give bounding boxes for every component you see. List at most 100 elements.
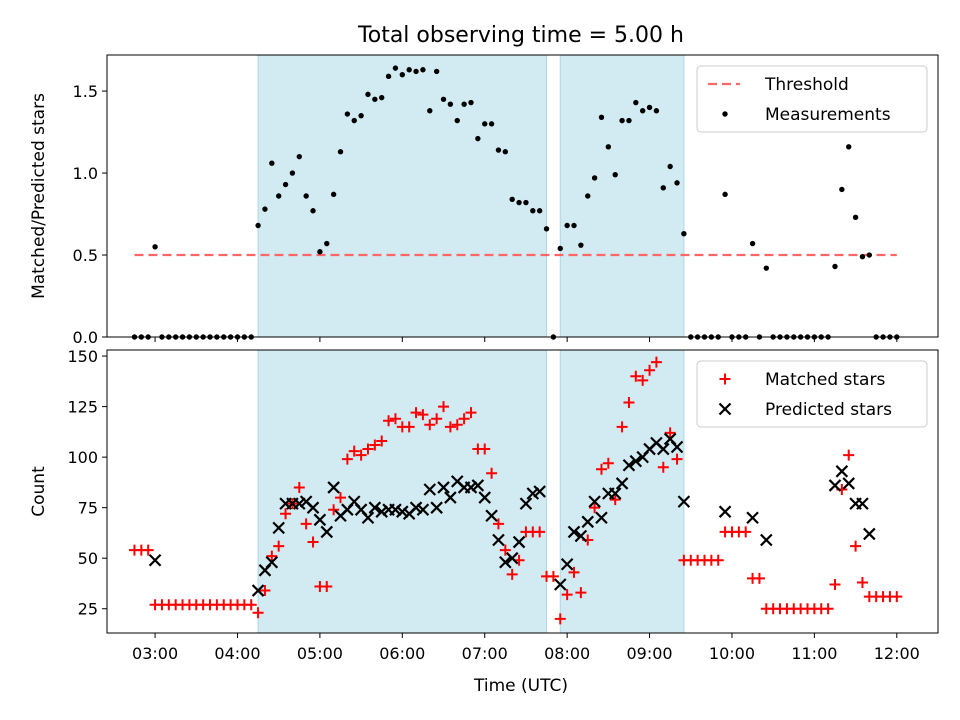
observing-band	[257, 54, 548, 338]
x-tick-label: 05:00	[297, 644, 343, 663]
matched-star-marker	[479, 443, 491, 455]
measurement-point	[365, 91, 371, 98]
measurement-point	[639, 108, 646, 114]
x-tick-label: 12:00	[874, 644, 920, 663]
measurement-point	[372, 96, 378, 102]
y-tick-label: 0.0	[73, 328, 98, 347]
measurement-point	[633, 99, 639, 106]
matched-star-marker	[740, 526, 752, 538]
matched-star-marker	[856, 576, 868, 588]
measurement-point	[749, 240, 756, 247]
measurement-point	[653, 108, 660, 114]
top-panel: 0.0 0.5 1.0 1.5 Matched/Predicted stars Thres…	[29, 54, 939, 347]
matched-star-marker	[376, 435, 388, 447]
matched-star-marker	[843, 449, 855, 461]
observing-band	[559, 349, 685, 634]
observing-band	[257, 349, 548, 634]
matched-star-marker	[534, 526, 546, 538]
predicted-star-marker	[437, 481, 450, 494]
measurement-point	[379, 94, 385, 101]
matched-star-marker	[348, 445, 360, 457]
measurement-point	[509, 196, 515, 202]
measurement-point	[440, 96, 447, 102]
predicted-star-marker	[519, 497, 533, 510]
matched-star-marker	[637, 374, 649, 386]
measurement-point	[488, 121, 495, 127]
matched-star-marker	[259, 585, 271, 597]
predicted-star-marker	[718, 505, 732, 518]
predicted-star-marker	[622, 458, 636, 472]
measurement-point	[385, 73, 392, 80]
measurement-point	[433, 68, 440, 75]
measurement-point	[289, 170, 296, 176]
predicted-star-marker	[505, 551, 519, 565]
measurement-point	[152, 244, 158, 250]
predicted-star-marker	[657, 442, 670, 456]
measurement-point	[495, 147, 502, 153]
predicted-star-marker	[835, 465, 849, 478]
y-tick-label: 1.5	[73, 82, 98, 101]
predicted-star-marker	[478, 491, 492, 504]
measurement-point	[482, 121, 488, 127]
measurement-point	[310, 208, 316, 214]
measurement-point	[275, 193, 282, 199]
matched-star-marker	[589, 502, 601, 514]
x-axis-label: Time (UTC)	[473, 676, 568, 696]
measurement-point	[626, 117, 632, 124]
legend-predicted-swatch	[718, 402, 732, 416]
predicted-star-marker	[588, 495, 601, 508]
matched-star-marker	[280, 508, 292, 520]
y-tick-label: 25	[78, 600, 98, 619]
predicted-star-marker	[423, 483, 437, 496]
predicted-star-marker	[512, 535, 526, 549]
matched-star-marker	[142, 544, 154, 556]
matched-star-marker	[753, 572, 765, 584]
matched-star-marker	[266, 550, 278, 562]
measurement-point	[859, 253, 866, 260]
measurement-point	[605, 144, 612, 150]
measurement-point	[317, 249, 323, 255]
predicted-star-marker	[533, 485, 546, 498]
predicted-star-marker	[313, 513, 327, 527]
predicted-star-marker	[499, 555, 512, 569]
matched-star-marker	[321, 581, 333, 593]
measurement-point	[303, 193, 309, 199]
matched-star-marker	[568, 566, 580, 578]
measurement-point	[358, 112, 364, 119]
measurement-point	[420, 67, 426, 73]
measurement-point	[646, 104, 653, 111]
measurement-point	[344, 111, 351, 117]
measurement-point	[660, 185, 666, 191]
legend-measurement-swatch	[722, 111, 728, 117]
measurement-point	[852, 214, 859, 221]
x-tick-label: 10:00	[709, 644, 755, 663]
matched-star-marker	[383, 415, 395, 427]
matched-star-marker	[403, 421, 415, 433]
matched-star-marker	[451, 419, 463, 431]
measurement-point	[406, 67, 412, 73]
measurement-point	[591, 175, 598, 181]
matched-star-marker	[616, 421, 628, 433]
measurement-point	[674, 180, 680, 186]
measurement-point	[427, 108, 433, 114]
matched-star-marker	[712, 554, 724, 566]
measurement-point	[413, 68, 419, 75]
measurement-point	[681, 231, 687, 237]
measurement-point	[392, 65, 399, 71]
matched-star-marker	[609, 494, 621, 506]
measurement-point	[846, 144, 852, 150]
matched-star-marker	[822, 603, 834, 615]
matched-star-marker	[252, 607, 264, 619]
matched-star-marker	[492, 518, 504, 530]
predicted-star-marker	[293, 497, 306, 510]
matched-star-marker	[444, 421, 456, 433]
matched-star-marker	[595, 463, 607, 475]
predicted-star-marker	[677, 495, 691, 508]
measurement-point	[598, 114, 605, 121]
measurement-point	[866, 252, 873, 258]
matched-star-marker	[829, 578, 841, 590]
y-tick-label: 125	[67, 398, 98, 417]
predicted-star-marker	[492, 533, 505, 547]
matched-star-marker	[575, 587, 587, 599]
